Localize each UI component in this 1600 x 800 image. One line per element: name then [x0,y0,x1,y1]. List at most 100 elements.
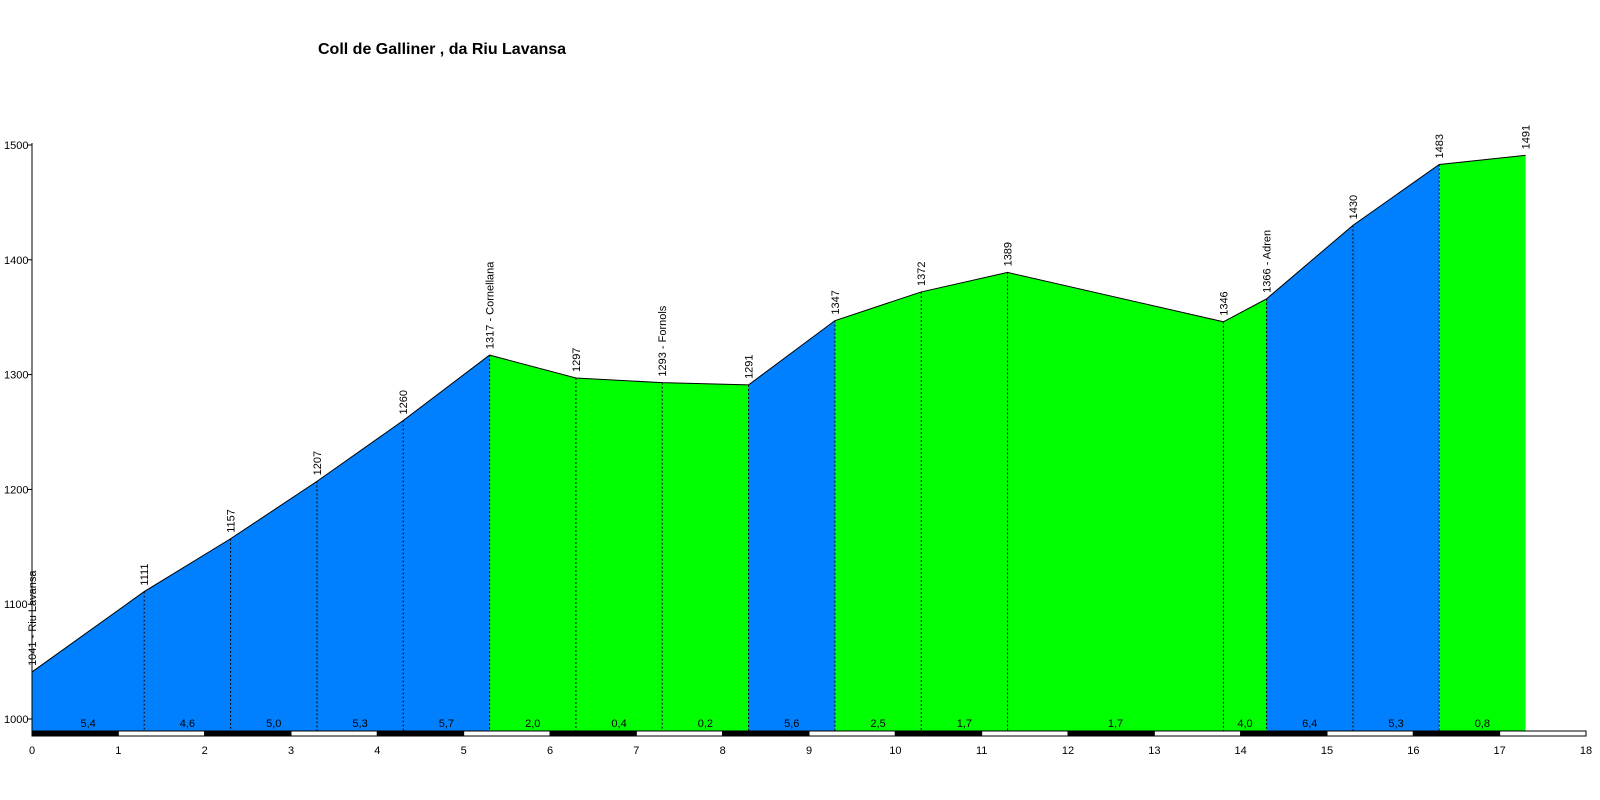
x-tick-label: 7 [633,745,639,757]
point-label: 1291 [744,354,756,378]
segment-gradient-label: 1,7 [957,718,972,730]
segment-gradient-label: 5,3 [1388,718,1403,730]
segment-gradient-label: 5,6 [784,718,799,730]
x-tick-label: 4 [374,745,380,757]
x-tick-label: 11 [976,745,987,757]
point-label: 1389 [1003,242,1015,266]
segment-area-6 [489,355,576,731]
x-tick-label: 2 [202,745,208,757]
point-label: 1297 [571,348,583,372]
x-tick-label: 9 [806,745,812,757]
segment-gradient-label: 5,7 [439,718,454,730]
point-label: 1372 [916,261,928,285]
point-label: 1111 [139,564,151,586]
segment-gradient-label: 5,0 [266,718,281,730]
km-bar-segment [1153,730,1242,737]
segment-gradient-label: 5,3 [352,718,367,730]
km-bar-segment [463,730,551,737]
x-tick-label: 6 [547,745,553,757]
x-tick-label: 16 [1407,745,1419,757]
segment-gradient-label: 1,7 [1108,718,1123,730]
km-bar-segment [1067,730,1155,737]
segment-area-10 [834,291,922,731]
segment-gradient-label: 0,4 [611,718,626,730]
x-tick-label: 8 [720,745,726,757]
segment-area-9 [748,320,835,731]
segment-gradient-label: 0,2 [698,718,713,730]
km-bar-segment [981,730,1069,737]
point-label: 1293 - Fornols [657,305,669,376]
x-tick-label: 13 [1148,745,1160,757]
y-tick-label: 1200 [4,484,28,496]
segment-gradient-label: 5,4 [80,718,95,730]
segment-area-8 [662,382,749,731]
segment-area-11 [921,272,1008,731]
x-tick-label: 5 [461,745,467,757]
segment-area-12 [1007,272,1224,731]
y-tick-label: 1100 [4,599,28,611]
x-tick-label: 12 [1062,745,1074,757]
point-label: 1491 [1521,125,1533,149]
km-bar-segment [204,730,292,737]
km-bar-segment [1412,730,1501,737]
km-bar-segment [894,730,983,737]
point-label: 1041 - Riu Lavansa [27,570,39,666]
x-tick-label: 17 [1494,745,1506,757]
segment-gradient-label: 6,4 [1302,718,1317,730]
segment-gradient-label: 4,0 [1237,718,1252,730]
segment-gradient-label: 2,5 [870,718,885,730]
point-label: 1207 [312,451,324,475]
x-tick-label: 18 [1580,745,1592,757]
x-tick-label: 1 [115,745,121,757]
km-bar-segment [31,730,119,737]
segment-area-5 [403,355,490,731]
chart-title: Coll de Galliner , da Riu Lavansa [318,41,566,58]
x-tick-label: 0 [29,745,35,757]
y-tick-label: 1500 [4,140,28,152]
x-tick-label: 14 [1235,745,1247,757]
x-tick-label: 3 [288,745,294,757]
segment-area-14 [1266,225,1353,732]
segment-gradient-label: 0,8 [1475,718,1490,730]
point-label: 1157 [226,509,238,533]
point-drop-lines [143,164,1440,731]
segment-area-3 [230,481,317,731]
km-bar-segment [1499,730,1587,737]
segment-area-2 [144,538,231,731]
km-bar-segment [808,730,896,737]
point-label: 1347 [830,290,842,314]
x-axis: 0 1 2 3 4 5 6 7 8 9 10 11 12 13 14 15 16 17 18 [29,730,1592,757]
segment-area-4 [316,420,404,731]
segment-area-7 [575,378,663,731]
point-label: 1483 [1434,134,1446,158]
y-tick-label: 1000 [4,714,28,726]
km-bar-segment [635,730,724,737]
y-tick-label: 1300 [4,370,28,382]
point-label: 1366 - Adren [1262,230,1274,293]
km-bar-segment [117,730,206,737]
segment-area-1 [32,591,145,731]
profile-line [31,154,1526,673]
segment-fills [32,155,1526,732]
point-labels: 1041 - Riu Lavansa 1111 1157 1207 1260 1317 -… [27,125,1533,666]
segment-gradient-labels: 5,4 4,6 5,0 5,3 5,7 2,0 0,4 0,2 5,6 2,5 1,7 1,7 4,0 6… [80,718,1490,730]
km-bar-segment [722,730,810,737]
segment-area-15 [1352,164,1440,732]
km-bar-segment [1326,730,1414,737]
x-tick-label: 15 [1321,745,1333,757]
km-bar-segment [376,730,465,737]
km-bar-segment [1240,730,1328,737]
point-label: 1430 [1348,195,1360,219]
point-label: 1317 - Cornellana [485,261,497,349]
x-tick-label: 10 [889,745,901,757]
y-tick-label: 1400 [4,255,28,267]
y-axis: 1000 1100 1200 1300 1400 1500 [4,140,33,731]
km-bar-segment [549,730,637,737]
segment-area-16 [1439,155,1526,731]
segment-area-13 [1223,298,1267,731]
point-label: 1346 [1218,291,1230,315]
segment-gradient-label: 2,0 [525,718,540,730]
segment-gradient-label: 4,6 [180,718,195,730]
point-label: 1260 [398,390,410,414]
